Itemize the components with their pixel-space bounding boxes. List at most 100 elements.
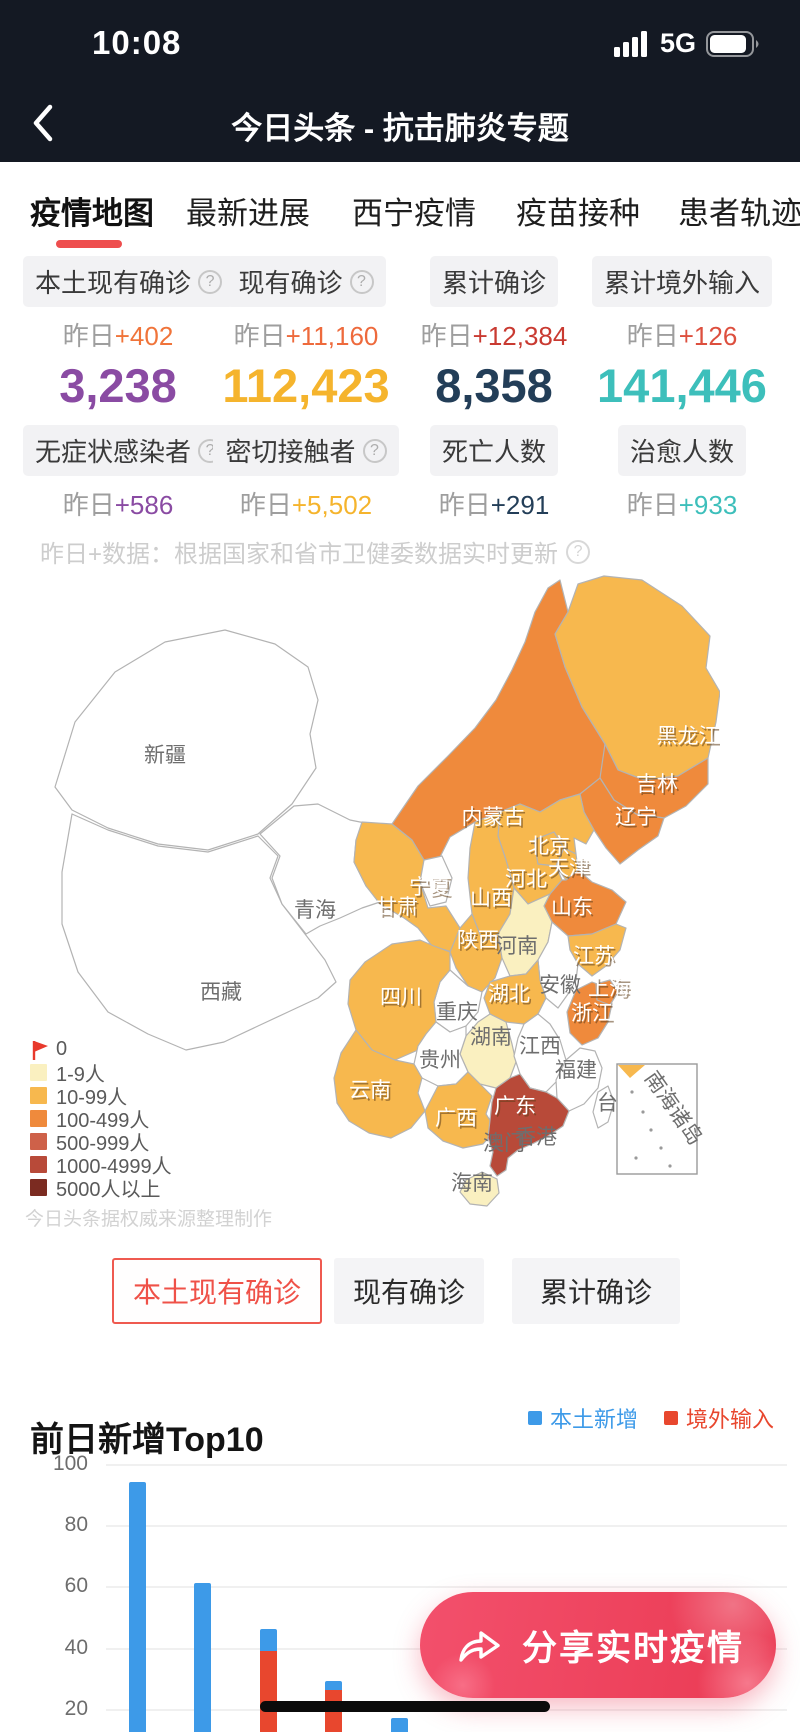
tab-3[interactable]: 西宁疫情 [352,196,476,231]
province-yunnan[interactable] [333,1029,426,1139]
stat-value: 141,446 [597,359,767,412]
filter-button-3[interactable]: 累计确诊 [512,1258,680,1324]
legend-item: 100-499人 [30,1109,172,1132]
help-icon[interactable]: ? [198,269,223,294]
nav-bar: 今日头条 - 抗击肺炎专题 [0,85,800,162]
stat-block: 现有确诊? 昨日+11,160 [211,256,401,353]
legend-swatch [30,1064,47,1081]
inset-island-dot [649,1128,653,1132]
legend-item: 0 [30,1038,172,1060]
stat-block: 3,238 无症状感染者? 昨日+586 [23,358,235,522]
stat-delta: 昨日+11,160 [233,321,379,351]
sea-inset-box [616,1063,698,1175]
share-button[interactable]: 分享实时疫情 [420,1592,776,1698]
home-indicator[interactable] [260,1701,550,1712]
y-axis-tick: 40 [64,1636,88,1659]
back-button[interactable] [28,101,56,145]
legend-swatch [30,1087,47,1104]
gridline [106,1586,787,1588]
metric-filters: 本土现有确诊 现有确诊 累计确诊 [0,1258,800,1324]
y-axis-tick: 100 [52,1452,88,1475]
help-icon[interactable]: ? [362,438,387,463]
y-axis-tick: 20 [64,1697,88,1720]
province-jiangxi[interactable] [513,1013,567,1093]
map-watermark: 今日头条据权威来源整理制作 [25,1209,273,1230]
province-shaanxi[interactable] [449,913,503,993]
stat-delta: 昨日+291 [438,490,550,520]
share-arrow-icon [459,1631,500,1662]
battery-icon [706,30,759,57]
stat-delta: 昨日+933 [626,490,738,520]
province-taiwan[interactable] [592,1085,615,1129]
stat-delta: 昨日+12,384 [420,321,568,351]
province-hainan[interactable] [459,1171,500,1207]
province-guangxi[interactable] [424,1071,497,1149]
stat-block: 112,423 密切接触者? 昨日+5,502 [211,358,401,522]
province-guangdong[interactable] [487,1073,570,1177]
province-shanghai[interactable] [595,979,619,1006]
stat-label-chip: 无症状感染者? [23,425,235,476]
inset-island-dot [641,1110,645,1114]
bar-local [128,1482,146,1732]
inset-island-dot [659,1146,663,1150]
filter-button-1[interactable]: 本土现有确诊 [112,1258,322,1324]
province-tianjin[interactable] [555,847,579,881]
signal-icon [613,30,647,57]
legend-swatch [30,1156,47,1173]
status-bar: 10:08 5G [0,0,800,85]
province-xinjiang[interactable] [54,629,319,851]
tab-5[interactable]: 患者轨迹 [678,196,800,231]
tab-bar: 疫情地图 最新进展 西宁疫情 疫苗接种 患者轨迹 [0,162,800,252]
legend-item: 1000-4999人 [30,1155,172,1178]
province-heilongjiang[interactable] [554,575,721,781]
province-hunan[interactable] [459,1013,517,1089]
bar-local [390,1718,408,1732]
epidemic-map: 新疆 西藏 青海 内蒙古 内蒙古 甘肃 甘肃 黑龙江 黑龙江 吉林 吉林 辽宁 辽宁 河北 河北 北京 北京 天津… [20,572,721,1242]
tab-1[interactable]: 疫情地图 [30,196,154,231]
legend-item: 10-99人 [30,1086,172,1109]
flag-icon [32,1040,48,1060]
stat-delta: 昨日+402 [62,321,174,351]
inset-island-dot [634,1156,638,1160]
legend-item: 5000人以上 [30,1178,172,1201]
help-icon[interactable]: ? [566,539,591,564]
filter-button-2[interactable]: 现有确诊 [334,1258,484,1324]
province-fujian[interactable] [555,1047,603,1112]
tab-4[interactable]: 疫苗接种 [516,196,640,231]
tab-2[interactable]: 最新进展 [186,196,310,231]
share-button-label: 分享实时疫情 [521,1628,744,1668]
status-time: 10:08 [92,24,182,61]
stat-label-chip: 现有确诊? [226,256,386,307]
legend-swatch [30,1133,47,1150]
stat-delta: 昨日+5,502 [239,490,373,520]
stat-label-chip: 死亡人数 [429,425,558,476]
inset-mainland-corner [618,1065,645,1078]
stat-block: 141,446 治愈人数 昨日+933 [587,358,777,522]
map-legend: 0 1-9人 10-99人 100-499人 500-999人 1000-4999人 500… [30,1038,172,1201]
chart-legend-swatch [663,1411,678,1425]
bar-local [325,1681,342,1690]
page-title: 今日头条 - 抗击肺炎专题 [231,111,569,146]
gridline [106,1464,787,1466]
data-note: 昨日+数据：根据国家和省市卫健委数据实时更新 ? [40,534,591,569]
chart-legend-item: 境外输入 [663,1402,774,1434]
legend-swatch [30,1179,47,1196]
stat-block: 8,358 死亡人数 昨日+291 [399,358,589,522]
province-ningxia[interactable] [419,855,453,907]
gridline [106,1525,787,1527]
y-axis-tick: 80 [64,1513,88,1536]
inset-island-dot [668,1164,672,1168]
help-icon[interactable]: ? [349,269,374,294]
chart-legend-swatch [527,1411,542,1425]
stat-block: 本土现有确诊? 昨日+402 [23,256,235,353]
stat-label-chip: 累计境外输入 [591,256,772,307]
stat-value: 112,423 [222,359,390,412]
legend-swatch [30,1110,47,1127]
province-xizang[interactable] [61,813,337,1051]
stat-label-chip: 本土现有确诊? [23,256,235,307]
chart-title: 前日新增Top10 [30,1421,264,1460]
bar-local [194,1583,211,1732]
inset-island-dot [630,1090,634,1094]
header: 10:08 5G 今日头条 - 抗击肺炎专题 [0,0,800,162]
data-note-text: 昨日+数据：根据国家和省市卫健委数据实时更新 [40,541,559,568]
